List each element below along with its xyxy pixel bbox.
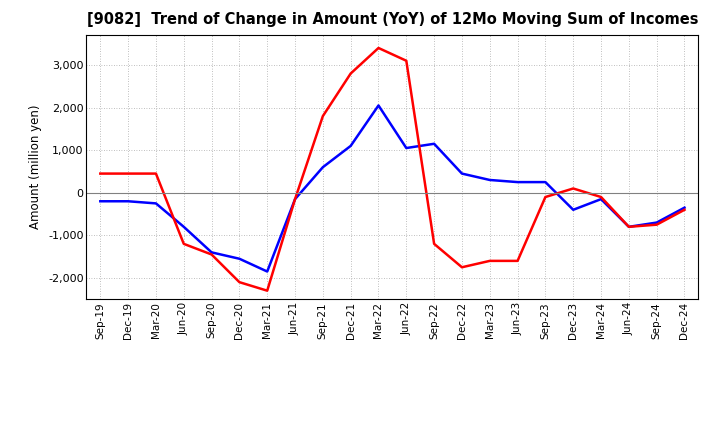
Ordinary Income bbox=[680, 205, 689, 210]
Line: Net Income: Net Income bbox=[100, 48, 685, 291]
Net Income bbox=[291, 197, 300, 202]
Line: Ordinary Income: Ordinary Income bbox=[100, 106, 685, 271]
Net Income bbox=[374, 45, 383, 51]
Ordinary Income bbox=[652, 220, 661, 225]
Net Income bbox=[485, 258, 494, 264]
Ordinary Income bbox=[291, 197, 300, 202]
Ordinary Income bbox=[96, 198, 104, 204]
Ordinary Income bbox=[179, 224, 188, 229]
Net Income bbox=[597, 194, 606, 200]
Net Income bbox=[652, 222, 661, 227]
Net Income bbox=[680, 207, 689, 213]
Net Income bbox=[402, 58, 410, 63]
Net Income bbox=[207, 252, 216, 257]
Ordinary Income bbox=[624, 224, 633, 229]
Net Income bbox=[569, 186, 577, 191]
Net Income bbox=[152, 171, 161, 176]
Ordinary Income bbox=[485, 177, 494, 183]
Net Income bbox=[96, 171, 104, 176]
Ordinary Income bbox=[402, 145, 410, 150]
Net Income bbox=[458, 264, 467, 270]
Net Income bbox=[318, 114, 327, 119]
Ordinary Income bbox=[124, 198, 132, 204]
Ordinary Income bbox=[346, 143, 355, 149]
Y-axis label: Amount (million yen): Amount (million yen) bbox=[30, 105, 42, 229]
Ordinary Income bbox=[458, 171, 467, 176]
Ordinary Income bbox=[569, 207, 577, 213]
Ordinary Income bbox=[263, 269, 271, 274]
Ordinary Income bbox=[513, 180, 522, 185]
Ordinary Income bbox=[207, 250, 216, 255]
Net Income bbox=[235, 279, 243, 285]
Ordinary Income bbox=[152, 201, 161, 206]
Ordinary Income bbox=[318, 165, 327, 170]
Ordinary Income bbox=[541, 180, 550, 185]
Net Income bbox=[513, 258, 522, 264]
Net Income bbox=[430, 241, 438, 246]
Net Income bbox=[624, 224, 633, 229]
Ordinary Income bbox=[374, 103, 383, 108]
Ordinary Income bbox=[235, 256, 243, 261]
Ordinary Income bbox=[430, 141, 438, 147]
Net Income bbox=[263, 288, 271, 293]
Ordinary Income bbox=[597, 197, 606, 202]
Net Income bbox=[346, 71, 355, 76]
Net Income bbox=[124, 171, 132, 176]
Net Income bbox=[541, 194, 550, 200]
Title: [9082]  Trend of Change in Amount (YoY) of 12Mo Moving Sum of Incomes: [9082] Trend of Change in Amount (YoY) o… bbox=[86, 12, 698, 27]
Net Income bbox=[179, 241, 188, 246]
